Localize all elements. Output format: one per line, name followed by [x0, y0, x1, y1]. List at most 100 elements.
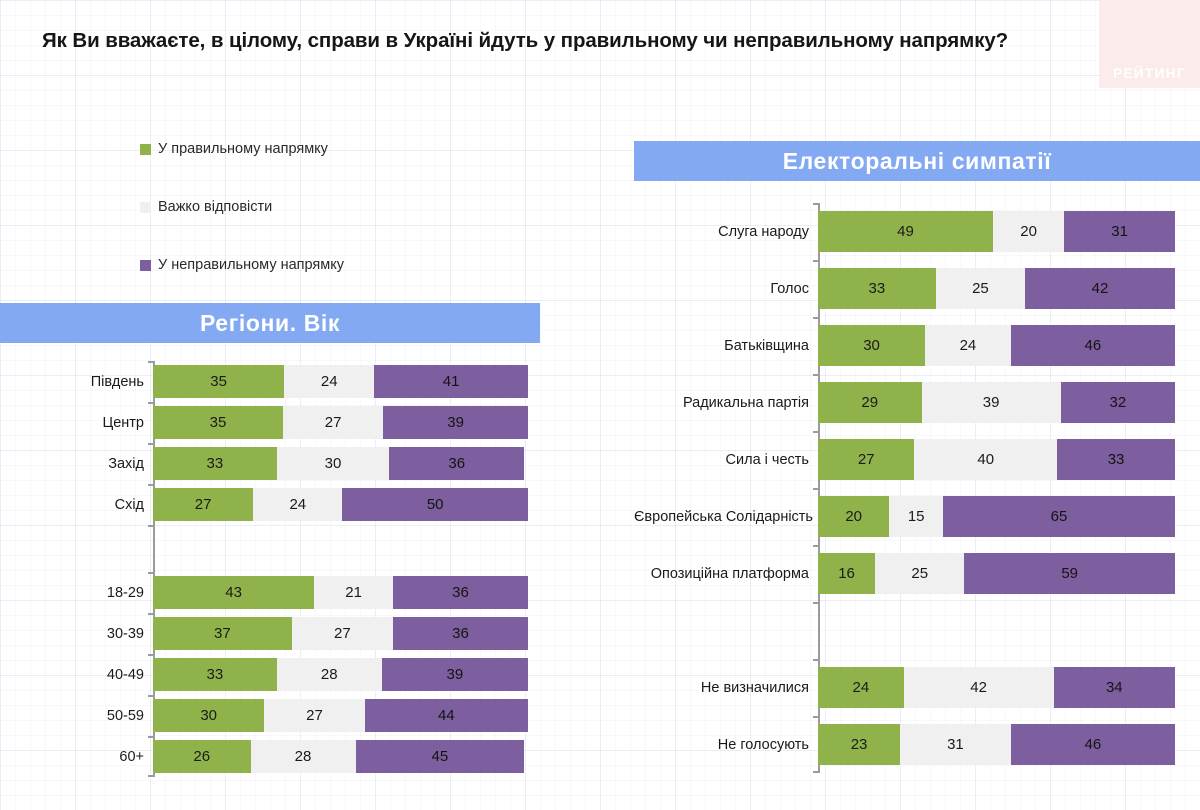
stacked-bar: 20 15 65	[818, 496, 1175, 537]
axis-tick	[148, 695, 155, 697]
bar-segment-value: 39	[982, 394, 1000, 411]
bar-segment-value: 42	[970, 679, 987, 696]
bar-segment-value: 32	[1109, 394, 1127, 411]
bar-segment-value: 33	[868, 280, 886, 297]
bar-segment-hard: 24	[284, 365, 375, 398]
chart-bar-row: Слуга народу 49 20 31	[634, 203, 1200, 260]
stacked-bar: 24 42 34	[818, 667, 1175, 708]
bar-segment-wrong: 46	[1010, 325, 1175, 366]
bar-segment-value: 24	[959, 337, 977, 354]
bar-segment-value: 33	[206, 666, 224, 683]
axis-tick	[148, 525, 155, 527]
bar-segment-value: 25	[911, 565, 929, 582]
bar-segment-wrong: 36	[389, 447, 525, 480]
chart-regions-age: Південь 35 24 41 Центр 35 27 39 Захід 33 30 36 Схід 2…	[0, 361, 540, 777]
stacked-bar: 35 27 39	[153, 406, 528, 439]
bar-segment-hard: 27	[264, 699, 365, 732]
bar-segment-value: 39	[446, 666, 464, 683]
chart-row-label: Не голосують	[717, 736, 809, 753]
chart-spacer-row	[0, 525, 540, 572]
chart-row-label: Голос	[770, 280, 809, 297]
chart-row-label: Сила і честь	[725, 451, 809, 468]
chart-row-label: 30-39	[106, 625, 144, 642]
page-title: Як Ви вважаєте, в цілому, справи в Украї…	[42, 29, 1009, 52]
panel-electoral-sympathies: Електоральні симпатії Слуга народу 49 20 31…	[634, 141, 1200, 773]
legend-swatch-icon	[140, 201, 151, 213]
legend-item: У неправильному напрямку	[140, 254, 470, 276]
legend-item-label: У правильному напрямку	[158, 141, 328, 157]
bar-segment-wrong: 32	[1060, 382, 1175, 423]
bar-segment-value: 15	[907, 508, 925, 525]
bar-segment-wrong: 44	[364, 699, 528, 732]
chart-bar-row: 60+ 26 28 45	[0, 736, 540, 777]
bar-segment-value: 30	[324, 455, 342, 472]
bar-segment-right: 26	[153, 740, 251, 773]
bar-segment-value: 36	[452, 584, 469, 601]
bar-segment-wrong: 31	[1064, 211, 1175, 252]
bar-segment-value: 31	[1111, 223, 1128, 240]
bar-segment-value: 59	[1061, 565, 1079, 582]
bar-segment-hard: 31	[900, 724, 1011, 765]
bar-segment-hard: 25	[875, 553, 965, 594]
bar-segment-right: 49	[818, 211, 993, 252]
chart-bar-row: Не голосують 23 31 46	[634, 716, 1200, 773]
chart-row-label: Центр	[102, 414, 144, 431]
legend-item-label: У неправильному напрямку	[158, 257, 344, 273]
stacked-bar: 35 24 41	[153, 365, 528, 398]
axis-tick	[813, 260, 820, 262]
bar-segment-value: 31	[947, 736, 964, 753]
chart-row-label: Схід	[114, 496, 144, 513]
bar-segment-right: 29	[818, 382, 922, 423]
chart-bar-row: Захід 33 30 36	[0, 443, 540, 484]
chart-bar-row: Батьківщина 30 24 46	[634, 317, 1200, 374]
bar-segment-hard: 28	[250, 740, 356, 773]
bar-segment-wrong: 36	[393, 576, 528, 609]
bar-segment-value: 65	[1050, 508, 1068, 525]
panel-regions-age: Регіони. Вік Південь 35 24 41 Центр 35 27 39 Зах…	[0, 303, 540, 777]
stacked-bar: 49 20 31	[818, 211, 1175, 252]
bar-segment-wrong: 45	[355, 740, 525, 773]
chart-bar-row: 40-49 33 28 39	[0, 654, 540, 695]
bar-segment-hard: 24	[253, 488, 343, 521]
chart-bar-row: Центр 35 27 39	[0, 402, 540, 443]
bar-segment-right: 27	[153, 488, 254, 521]
chart-bar-row: Радикальна партія 29 39 32	[634, 374, 1200, 431]
bar-segment-value: 26	[193, 748, 211, 765]
chart-bar-row: Сила і честь 27 40 33	[634, 431, 1200, 488]
bar-segment-right: 24	[818, 667, 904, 708]
chart-legend: У правильному напрямку Важко відповісти У …	[140, 138, 470, 312]
bar-segment-value: 34	[1105, 679, 1123, 696]
stacked-bar: 30 24 46	[818, 325, 1175, 366]
axis-tick	[813, 716, 820, 718]
bar-segment-value: 24	[852, 679, 870, 696]
stacked-bar: 26 28 45	[153, 740, 528, 773]
chart-bar-row: Опозиційна платформа 16 25 59	[634, 545, 1200, 602]
bar-segment-value: 24	[289, 496, 307, 513]
chart-row-label: Не визначилися	[700, 679, 809, 696]
bar-segment-right: 33	[818, 268, 936, 309]
bar-segment-value: 39	[447, 414, 464, 431]
bar-segment-hard: 15	[889, 496, 943, 537]
bar-segment-wrong: 39	[383, 406, 528, 439]
stacked-bar: 33 25 42	[818, 268, 1175, 309]
bar-segment-value: 35	[209, 414, 227, 431]
axis-tick	[813, 659, 820, 661]
chart-electoral-sympathies: Слуга народу 49 20 31 Голос 33 25 42 Батьківщина…	[634, 203, 1200, 773]
bar-segment-wrong: 34	[1053, 667, 1175, 708]
bar-segment-value: 20	[845, 508, 863, 525]
stacked-bar: 33 30 36	[153, 447, 528, 480]
stacked-bar: 37 27 36	[153, 617, 528, 650]
chart-axis-line	[153, 361, 155, 777]
bar-segment-value: 28	[294, 748, 312, 765]
rating-logo-watermark: РЕЙТИНГ	[1099, 0, 1200, 88]
bar-segment-hard: 30	[276, 447, 390, 480]
axis-tick-end	[148, 775, 155, 777]
bar-segment-right: 30	[818, 325, 926, 366]
bar-segment-wrong: 65	[942, 496, 1175, 537]
axis-tick	[148, 443, 155, 445]
axis-tick	[148, 736, 155, 738]
axis-tick	[813, 602, 820, 604]
chart-row-label: Радикальна партія	[682, 394, 809, 411]
chart-row-label: 60+	[119, 748, 144, 765]
bar-segment-right: 30	[153, 699, 265, 732]
